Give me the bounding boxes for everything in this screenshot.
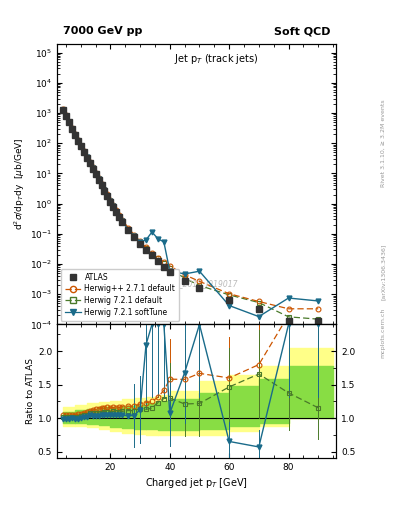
Text: Soft QCD: Soft QCD	[274, 27, 331, 36]
Text: ATLAS_2011_I919017: ATLAS_2011_I919017	[155, 279, 238, 288]
Legend: ATLAS, Herwig++ 2.7.1 default, Herwig 7.2.1 default, Herwig 7.2.1 softTune: ATLAS, Herwig++ 2.7.1 default, Herwig 7.…	[61, 269, 179, 321]
Y-axis label: Ratio to ATLAS: Ratio to ATLAS	[26, 358, 35, 424]
Text: 7000 GeV pp: 7000 GeV pp	[62, 27, 142, 36]
Text: Rivet 3.1.10, ≥ 3.2M events: Rivet 3.1.10, ≥ 3.2M events	[381, 99, 386, 187]
Text: Jet p$_T$ (track jets): Jet p$_T$ (track jets)	[174, 52, 258, 66]
Y-axis label: d$^2$$\sigma$/dp$_{T}$dy  [$\mu$b/GeV]: d$^2$$\sigma$/dp$_{T}$dy [$\mu$b/GeV]	[13, 138, 27, 230]
X-axis label: Charged jet p$_T$ [GeV]: Charged jet p$_T$ [GeV]	[145, 476, 248, 490]
Text: mcplots.cern.ch: mcplots.cern.ch	[381, 308, 386, 358]
Text: [arXiv:1306.3436]: [arXiv:1306.3436]	[381, 243, 386, 300]
